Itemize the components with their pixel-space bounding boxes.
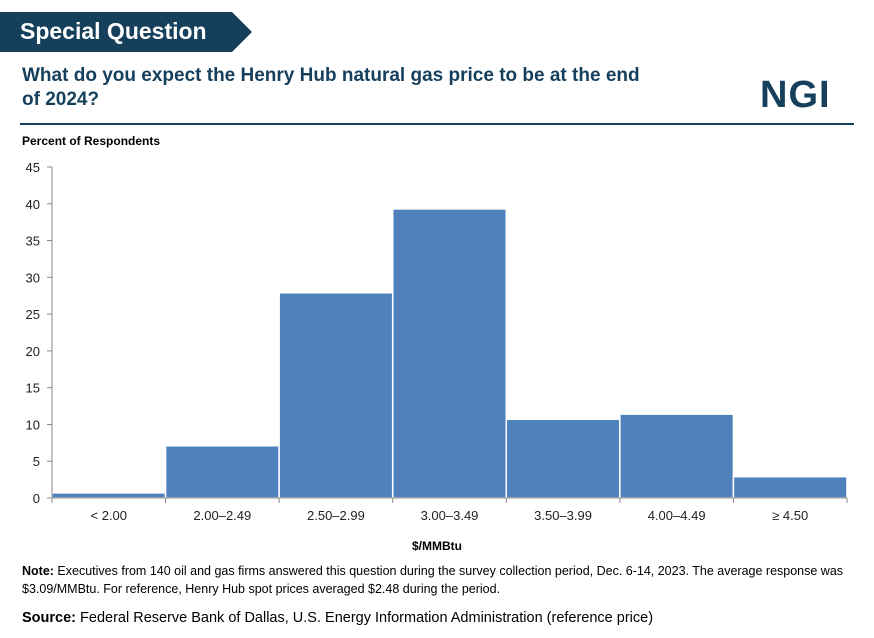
source-body: Federal Reserve Bank of Dallas, U.S. Ene… <box>76 610 654 626</box>
bar <box>505 418 621 499</box>
x-tick-label: 3.50–3.99 <box>534 508 592 523</box>
x-tick-label: 2.00–2.49 <box>193 508 251 523</box>
bar <box>619 413 735 499</box>
x-axis-label: $/MMBtu <box>412 539 462 553</box>
note-body: Executives from 140 oil and gas firms an… <box>22 564 844 596</box>
histogram-chart: 0 5 10 15 20 25 30 35 40 45 < 2.00 2.00–2.49 2.50–2.… <box>26 160 848 523</box>
y-tick-label: 30 <box>26 270 40 285</box>
x-tick-label: 2.50–2.99 <box>307 508 365 523</box>
bar <box>278 292 394 499</box>
note-text: Note: Executives from 140 oil and gas fi… <box>22 562 852 598</box>
y-tick-label: 10 <box>26 417 40 432</box>
x-tick-label: < 2.00 <box>91 508 128 523</box>
source-label: Source: <box>22 610 76 626</box>
y-tick-label: 15 <box>26 381 40 396</box>
y-tick-label: 5 <box>33 454 40 469</box>
x-tick-label: 4.00–4.49 <box>648 508 706 523</box>
y-tick-label: 45 <box>26 160 40 175</box>
banner-shape <box>0 12 252 52</box>
header-divider <box>20 123 854 125</box>
y-tick-label: 40 <box>26 197 40 212</box>
y-tick-label: 20 <box>26 344 40 359</box>
page-question: What do you expect the Henry Hub natural… <box>22 65 640 110</box>
y-tick-label: 0 <box>33 491 40 506</box>
y-axis-label: Percent of Respondents <box>22 134 161 148</box>
bar <box>51 492 167 499</box>
banner-title: Special Question <box>20 18 207 44</box>
ngi-logo: NGI <box>760 74 831 116</box>
bar <box>391 208 508 499</box>
source-text: Source: Federal Reserve Bank of Dallas, … <box>22 610 852 626</box>
x-tick-label: ≥ 4.50 <box>772 508 808 523</box>
note-label: Note: <box>22 564 54 578</box>
title-banner: Special Question <box>0 12 252 52</box>
y-tick-label: 25 <box>26 307 40 322</box>
x-tick-label: 3.00–3.49 <box>421 508 479 523</box>
y-tick-label: 35 <box>26 234 40 249</box>
bar <box>732 475 848 499</box>
bar <box>164 445 280 499</box>
